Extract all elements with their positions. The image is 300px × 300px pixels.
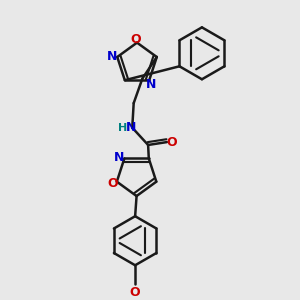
Text: O: O — [130, 33, 141, 46]
Text: N: N — [107, 50, 117, 64]
Text: N: N — [114, 151, 124, 164]
Text: O: O — [167, 136, 177, 148]
Text: O: O — [107, 177, 118, 190]
Text: H: H — [118, 123, 127, 133]
Text: O: O — [130, 286, 140, 299]
Text: N: N — [146, 78, 156, 91]
Text: N: N — [126, 121, 136, 134]
